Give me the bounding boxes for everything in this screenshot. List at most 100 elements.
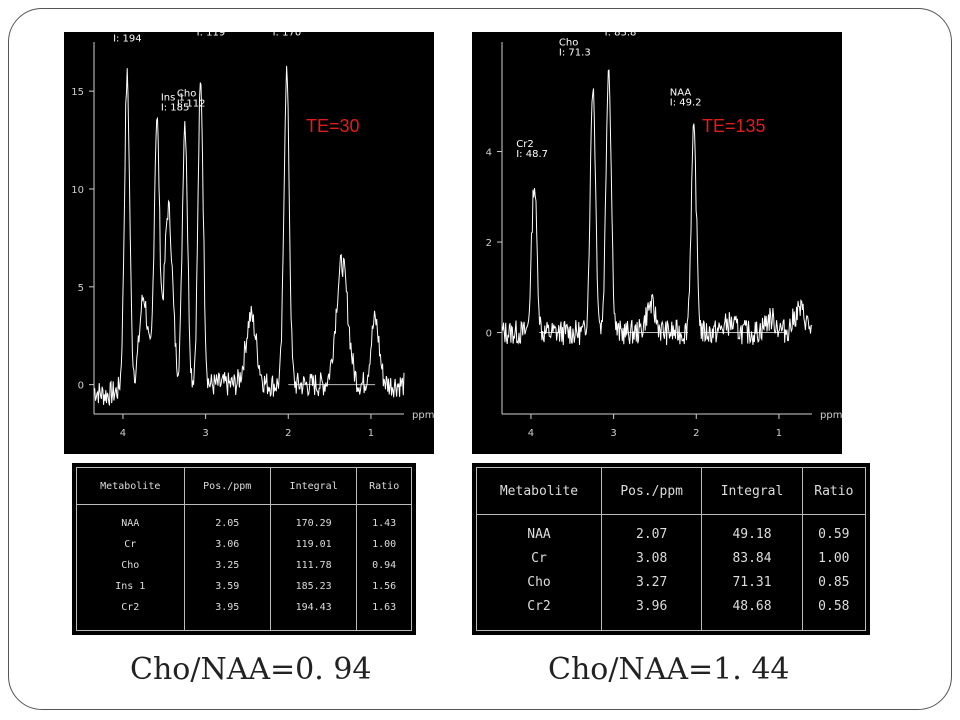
table-cell: 185.23 [269, 575, 357, 597]
x-tick-label: 2 [285, 428, 291, 439]
table-row: Cr 3.08 83.84 1.00 [477, 546, 866, 571]
table-cell: Ins 1 [115, 580, 146, 592]
table-cell: 3.27 [601, 570, 702, 595]
table-cell: Cr [531, 551, 547, 567]
ratio-caption-te30: Cho/NAA=0. 94 [130, 652, 372, 687]
te-label: TE=135 [702, 116, 766, 136]
peak-label-name: Ins 1 [161, 92, 185, 103]
peak-label-intensity: I: 185 [161, 102, 190, 113]
table-cell: 119.01 [269, 534, 357, 555]
x-tick-label: 4 [120, 428, 126, 439]
table-cell: 0.94 [356, 554, 412, 576]
table-cell: 48.68 [701, 594, 803, 631]
y-tick-label: 2 [486, 238, 492, 249]
y-tick-label: 5 [78, 283, 84, 294]
table-row: NAA 2.05 170.29 1.43 [77, 504, 412, 535]
table-cell: Cho [527, 574, 551, 590]
table-cell: 3.59 [183, 575, 271, 597]
peak-label-intensity: I: 83.8 [605, 32, 637, 39]
table-cell: 83.84 [701, 546, 803, 571]
metabolite-table-te30-panel: Metabolite Pos./ppm Integral Ratio NAA 2… [72, 463, 416, 635]
table-cell: NAA [527, 527, 551, 543]
peak-label-name: Cho [177, 88, 196, 99]
table-cell: 0.58 [801, 594, 866, 631]
te-label: TE=30 [306, 116, 360, 136]
peak-label-intensity: I: 48.7 [516, 149, 548, 160]
y-tick-label: 4 [486, 148, 492, 159]
table-cell: 3.95 [183, 596, 271, 631]
table-cell: 1.00 [356, 534, 412, 555]
table-row: Cho 3.27 71.31 0.85 [477, 570, 866, 595]
x-axis-label: ppm [412, 410, 434, 421]
table-cell: 3.25 [183, 554, 271, 576]
table-row: Cr 3.06 119.01 1.00 [77, 534, 412, 555]
x-tick-label: 3 [610, 428, 616, 439]
column-header: Pos./ppm [601, 467, 702, 515]
peak-label-intensity: I: 170 [273, 32, 302, 39]
metabolite-table-te30: Metabolite Pos./ppm Integral Ratio NAA 2… [76, 467, 412, 631]
spectrum-trace [93, 65, 405, 406]
table-cell: NAA [121, 518, 140, 530]
column-header: Metabolite [476, 467, 602, 515]
table-cell: 3.06 [183, 534, 271, 555]
metabolite-table-te135: Metabolite Pos./ppm Integral Ratio NAA 2… [476, 467, 866, 631]
peak-label-name: NAA [670, 87, 692, 98]
x-tick-label: 3 [202, 428, 208, 439]
peak-label-intensity: I: 71.3 [559, 48, 591, 59]
column-header: Integral [701, 467, 803, 515]
column-header: Pos./ppm [183, 467, 271, 505]
table-cell: 0.85 [801, 570, 866, 595]
peak-label-intensity: I: 112 [177, 98, 206, 109]
x-tick-label: 1 [368, 428, 374, 439]
table-cell: Cr2 [121, 601, 140, 613]
table-row: Cho 3.25 111.78 0.94 [77, 554, 412, 576]
table-cell: 1.00 [801, 546, 866, 571]
table-row: Cr2 3.95 194.43 1.63 [77, 596, 412, 631]
table-cell: 71.31 [701, 570, 803, 595]
ratio-caption-te135: Cho/NAA=1. 44 [548, 652, 790, 687]
table-cell: Cr [124, 539, 137, 551]
x-tick-label: 1 [776, 428, 782, 439]
table-header-row: Metabolite Pos./ppm Integral Ratio [476, 467, 866, 515]
column-header: Ratio [356, 467, 412, 505]
column-header: Integral [269, 467, 357, 505]
table-cell: 1.63 [356, 596, 412, 631]
metabolite-table-te135-panel: Metabolite Pos./ppm Integral Ratio NAA 2… [472, 463, 870, 635]
y-tick-label: 0 [486, 329, 492, 340]
peak-label-intensity: I: 49.2 [670, 97, 702, 108]
table-row: Ins 1 3.59 185.23 1.56 [77, 575, 412, 597]
table-cell: 1.56 [356, 575, 412, 597]
table-row: NAA 2.07 49.18 0.59 [477, 514, 866, 547]
table-cell: 49.18 [701, 514, 803, 547]
spectrum-trace [501, 69, 813, 346]
peak-label-intensity: I: 194 [113, 33, 142, 44]
table-cell: 0.59 [801, 514, 866, 547]
table-cell: 3.08 [601, 546, 702, 571]
table-row: Cr2 3.96 48.68 0.58 [477, 594, 866, 631]
table-cell: 194.43 [269, 596, 357, 631]
table-cell: 111.78 [269, 554, 357, 576]
column-header: Metabolite [76, 467, 185, 505]
table-cell: Cr2 [527, 598, 551, 614]
peak-label-name: Cho [559, 38, 578, 49]
table-cell: 2.05 [183, 504, 271, 535]
table-cell: 170.29 [269, 504, 357, 535]
peak-label-name: Cr2 [516, 139, 533, 150]
x-tick-label: 2 [693, 428, 699, 439]
table-cell: 2.07 [601, 514, 702, 547]
table-header-row: Metabolite Pos./ppm Integral Ratio [76, 467, 412, 505]
table-cell: Cho [121, 559, 140, 571]
table-cell: 3.96 [601, 594, 702, 631]
x-tick-label: 4 [528, 428, 534, 439]
peak-label-intensity: I: 119 [197, 32, 226, 38]
table-cell: 1.43 [356, 504, 412, 535]
y-tick-label: 15 [71, 87, 84, 98]
peak-label-name: Cr2 [113, 32, 130, 34]
y-tick-label: 10 [71, 185, 84, 196]
column-header: Ratio [801, 467, 866, 515]
x-axis-label: ppm [820, 410, 842, 421]
